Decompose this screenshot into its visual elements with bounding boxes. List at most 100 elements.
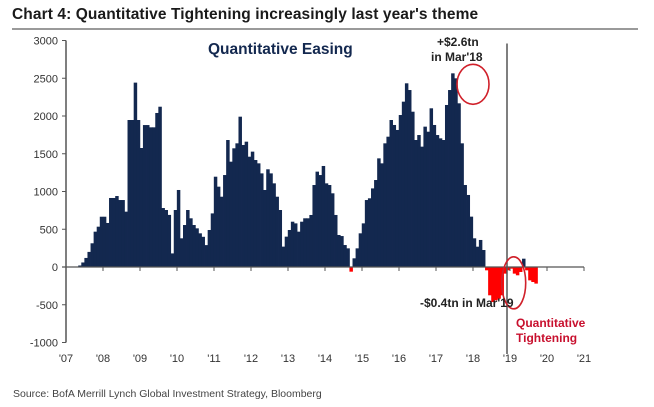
bar — [142, 125, 147, 267]
bar — [109, 197, 113, 267]
title-divider — [12, 28, 638, 30]
bar — [284, 236, 289, 267]
bar — [438, 138, 443, 267]
x-tick-label: '19 — [503, 353, 517, 365]
bar — [334, 214, 338, 267]
bar — [343, 245, 347, 267]
qe-annotation: Quantitative Easing — [208, 41, 353, 58]
x-tick-label: '13 — [281, 353, 295, 365]
bar — [380, 163, 384, 267]
bar — [152, 127, 156, 267]
bar — [315, 171, 320, 267]
bar — [290, 221, 295, 267]
bar — [469, 216, 474, 267]
bar — [99, 216, 104, 267]
bar — [411, 111, 415, 267]
bar — [494, 267, 498, 301]
bar — [460, 143, 464, 267]
bar — [213, 176, 218, 267]
bar — [318, 175, 323, 267]
bar — [340, 236, 344, 267]
bar — [481, 250, 486, 267]
axes-group — [62, 40, 585, 343]
chart-title: Chart 4: Quantitative Tightening increas… — [12, 6, 479, 23]
bar — [444, 104, 449, 267]
x-tick-label: '08 — [96, 353, 110, 365]
y-tick-label: 1500 — [34, 149, 58, 161]
x-tick-label: '14 — [318, 353, 332, 365]
x-tick-labels: '07 '08 '09 '10 '11 '12 '13 '14 '15 '16 '17 '18 '19 '… — [59, 353, 591, 365]
bar — [297, 231, 301, 267]
y-tick-label: -1000 — [30, 338, 58, 350]
bar — [429, 108, 434, 267]
bar — [115, 196, 119, 267]
bar — [423, 126, 427, 268]
bar — [112, 197, 116, 267]
bar — [278, 210, 283, 267]
bar — [244, 141, 249, 267]
bar — [395, 129, 400, 267]
bar — [309, 214, 313, 267]
x-tick-label: '15 — [355, 353, 369, 365]
bar — [417, 135, 421, 267]
bar — [377, 158, 381, 267]
bar — [355, 248, 360, 267]
bar — [472, 238, 477, 267]
qt-annotation-line1: Quantitative — [516, 316, 586, 330]
bar — [124, 211, 128, 267]
peak-annotation-line1: +$2.6tn — [437, 35, 479, 49]
bar — [260, 173, 264, 267]
x-tick-label: '09 — [133, 353, 147, 365]
bar — [269, 173, 273, 267]
bar — [306, 218, 310, 267]
bar — [195, 228, 199, 267]
bar — [518, 267, 523, 272]
bar — [534, 267, 538, 284]
bar — [87, 251, 91, 267]
y-tick-label: 2000 — [34, 111, 58, 123]
bar — [312, 185, 316, 267]
bar — [509, 267, 514, 269]
bars-group — [78, 73, 538, 303]
bar — [506, 267, 511, 271]
bar — [293, 223, 298, 267]
bar — [253, 160, 258, 267]
bar — [146, 125, 150, 267]
bar — [451, 73, 455, 267]
bar — [102, 216, 107, 267]
bar — [266, 169, 270, 267]
bar — [346, 248, 350, 267]
bar — [201, 236, 205, 267]
bar — [176, 189, 181, 267]
bar — [173, 210, 178, 267]
qt-annotation-line2: Tightening — [516, 331, 578, 345]
bar — [448, 90, 452, 267]
bar — [371, 188, 375, 267]
bar — [475, 246, 480, 267]
bar — [485, 267, 489, 271]
trough-annotation: -$0.4tn in Mar'19 — [420, 296, 514, 310]
bar — [198, 233, 202, 267]
bar — [93, 231, 98, 267]
bar — [238, 116, 242, 268]
bar — [386, 136, 390, 267]
bar — [136, 120, 141, 267]
bar — [525, 267, 529, 271]
bar — [321, 165, 326, 267]
bar — [300, 221, 304, 267]
y-tick-label: 500 — [40, 224, 58, 236]
bar — [281, 246, 286, 267]
bar — [78, 265, 82, 267]
bar — [432, 124, 437, 267]
bar — [512, 267, 517, 274]
y-tick-label: 2500 — [34, 73, 58, 85]
bar — [531, 267, 535, 283]
bar — [158, 106, 162, 268]
y-tick-label: 1000 — [34, 187, 58, 199]
bar — [389, 120, 393, 267]
bar — [183, 225, 187, 267]
bar — [207, 230, 212, 267]
bar — [161, 208, 165, 267]
x-tick-label: '16 — [392, 353, 406, 365]
